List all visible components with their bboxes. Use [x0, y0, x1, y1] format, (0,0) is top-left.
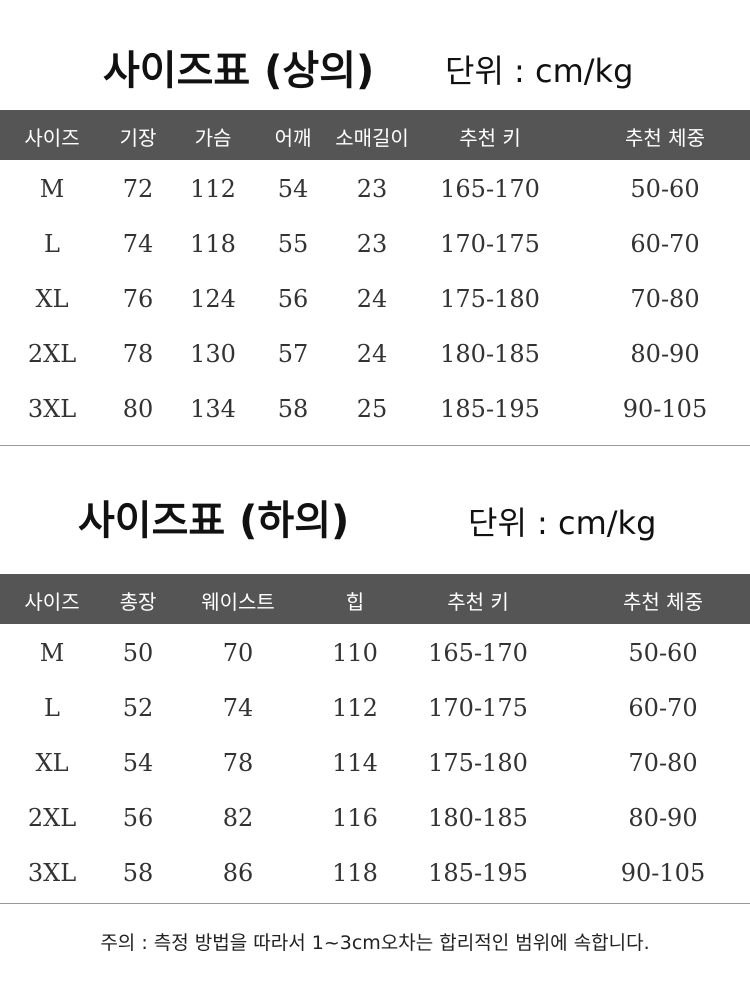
table-cell: 170-175 — [440, 230, 540, 258]
footer-divider — [0, 903, 750, 904]
column-header: 추천 체중 — [625, 126, 705, 150]
section-divider — [0, 445, 750, 446]
table-cell: 50-60 — [630, 175, 700, 203]
table-cell: 185-195 — [428, 859, 528, 887]
table-row: L 52 74 112 170-175 60-70 — [0, 682, 750, 737]
table-cell: 90-105 — [620, 859, 706, 887]
table-cell: 124 — [190, 285, 236, 313]
table-cell: L — [44, 230, 60, 258]
table-cell: 60-70 — [630, 230, 700, 258]
table-row: 2XL 56 82 116 180-185 80-90 — [0, 792, 750, 847]
table-cell: 70-80 — [628, 749, 698, 777]
table-cell: 3XL — [27, 859, 77, 887]
table-cell: 80 — [122, 395, 154, 423]
table-cell: 165-170 — [428, 639, 528, 667]
table-cell: 112 — [190, 175, 236, 203]
table-cell: 58 — [122, 859, 154, 887]
bottom-header-bar: 사이즈 총장 웨이스트 힙 추천 키 추천 체중 — [0, 574, 750, 624]
table-cell: 74 — [222, 694, 254, 722]
column-header: 웨이스트 — [201, 590, 275, 614]
table-cell: L — [44, 694, 60, 722]
column-header: 소매길이 — [335, 126, 409, 150]
table-cell: 58 — [277, 395, 309, 423]
measurement-note: 주의 : 측정 방법을 따라서 1~3cm오차는 합리적인 범위에 속합니다. — [100, 932, 650, 954]
table-cell: XL — [35, 749, 69, 777]
table-row: 3XL 58 86 118 185-195 90-105 — [0, 847, 750, 902]
table-cell: 72 — [122, 175, 154, 203]
table-cell: 56 — [277, 285, 309, 313]
table-cell: M — [39, 639, 65, 667]
table-cell: 82 — [222, 804, 254, 832]
table-cell: 52 — [122, 694, 154, 722]
table-cell: 180-185 — [440, 340, 540, 368]
table-cell: 54 — [122, 749, 154, 777]
column-header: 어깨 — [274, 126, 312, 150]
table-cell: 170-175 — [428, 694, 528, 722]
table-row: L 74 118 55 23 170-175 60-70 — [0, 218, 750, 273]
table-cell: 80-90 — [628, 804, 698, 832]
column-header: 사이즈 — [24, 590, 80, 614]
table-cell: 23 — [356, 175, 388, 203]
table-cell: 57 — [277, 340, 309, 368]
table-cell: 70 — [222, 639, 254, 667]
table-cell: 134 — [190, 395, 236, 423]
table-cell: 2XL — [27, 340, 77, 368]
table-cell: 23 — [356, 230, 388, 258]
table-cell: 3XL — [27, 395, 77, 423]
column-header: 힙 — [345, 590, 365, 614]
table-cell: 90-105 — [622, 395, 708, 423]
table-cell: 118 — [190, 230, 236, 258]
column-header: 가슴 — [194, 126, 232, 150]
column-header: 총장 — [119, 590, 157, 614]
table-cell: 74 — [122, 230, 154, 258]
table-cell: 114 — [332, 749, 378, 777]
table-cell: 76 — [122, 285, 154, 313]
table-cell: 24 — [356, 340, 388, 368]
table-row: M 50 70 110 165-170 50-60 — [0, 627, 750, 682]
table-cell: 54 — [277, 175, 309, 203]
bottom-unit-label: 단위 : cm/kg — [468, 504, 657, 542]
table-row: XL 54 78 114 175-180 70-80 — [0, 737, 750, 792]
table-row: 3XL 80 134 58 25 185-195 90-105 — [0, 383, 750, 438]
table-row: M 72 112 54 23 165-170 50-60 — [0, 163, 750, 218]
table-cell: 116 — [332, 804, 378, 832]
table-row: XL 76 124 56 24 175-180 70-80 — [0, 273, 750, 328]
bottom-table-title: 사이즈표 (하의) — [78, 498, 350, 544]
top-unit-label: 단위 : cm/kg — [445, 52, 634, 90]
column-header: 추천 키 — [447, 590, 509, 614]
table-cell: 24 — [356, 285, 388, 313]
column-header: 사이즈 — [24, 126, 80, 150]
table-cell: 175-180 — [428, 749, 528, 777]
table-cell: 60-70 — [628, 694, 698, 722]
table-cell: 165-170 — [440, 175, 540, 203]
table-cell: 56 — [122, 804, 154, 832]
table-cell: 175-180 — [440, 285, 540, 313]
top-title-block: 사이즈표 (상의) 단위 : cm/kg — [0, 38, 750, 94]
top-table-title: 사이즈표 (상의) — [103, 48, 375, 94]
table-cell: 50-60 — [628, 639, 698, 667]
table-cell: 2XL — [27, 804, 77, 832]
table-cell: 112 — [332, 694, 378, 722]
table-cell: 118 — [332, 859, 378, 887]
table-cell: 78 — [222, 749, 254, 777]
table-cell: 50 — [122, 639, 154, 667]
table-cell: 78 — [122, 340, 154, 368]
bottom-title-block: 사이즈표 (하의) 단위 : cm/kg — [0, 488, 750, 544]
column-header: 기장 — [119, 126, 157, 150]
column-header: 추천 키 — [459, 126, 521, 150]
table-cell: M — [39, 175, 65, 203]
table-cell: 86 — [222, 859, 254, 887]
table-cell: 25 — [356, 395, 388, 423]
table-cell: 180-185 — [428, 804, 528, 832]
column-header: 추천 체중 — [623, 590, 703, 614]
table-cell: 55 — [277, 230, 309, 258]
table-cell: 185-195 — [440, 395, 540, 423]
table-cell: 110 — [332, 639, 378, 667]
table-cell: 130 — [190, 340, 236, 368]
table-cell: 70-80 — [630, 285, 700, 313]
top-header-bar: 사이즈 기장 가슴 어깨 소매길이 추천 키 추천 체중 — [0, 110, 750, 160]
table-cell: 80-90 — [630, 340, 700, 368]
table-row: 2XL 78 130 57 24 180-185 80-90 — [0, 328, 750, 383]
table-cell: XL — [35, 285, 69, 313]
